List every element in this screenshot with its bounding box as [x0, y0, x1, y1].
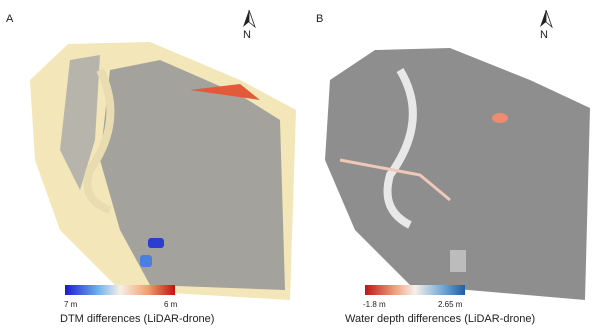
- legend-caption: DTM differences (LiDAR-drone): [60, 313, 214, 325]
- panel-label: B: [316, 13, 323, 25]
- legend-min: 7 m: [64, 300, 78, 309]
- colorbar: [365, 285, 465, 295]
- panel-b: B N -1.8 m 2.65 m Water depth difference…: [316, 9, 590, 325]
- water-depth-map: [325, 48, 590, 300]
- north-arrow: N: [540, 9, 553, 41]
- legend-caption: Water depth differences (LiDAR-drone): [345, 313, 535, 325]
- legend-min: -1.8 m: [363, 300, 386, 309]
- north-arrow: N: [243, 9, 256, 41]
- north-label: N: [540, 29, 548, 41]
- panel-a: A N 7 m 6 m DTM differences (LiDAR-drone…: [6, 9, 296, 325]
- legend-max: 6 m: [164, 300, 178, 309]
- colorbar: [65, 285, 175, 295]
- dtm-map: [30, 42, 296, 300]
- north-label: N: [243, 29, 251, 41]
- legend-max: 2.65 m: [438, 300, 463, 309]
- panel-label: A: [6, 13, 14, 25]
